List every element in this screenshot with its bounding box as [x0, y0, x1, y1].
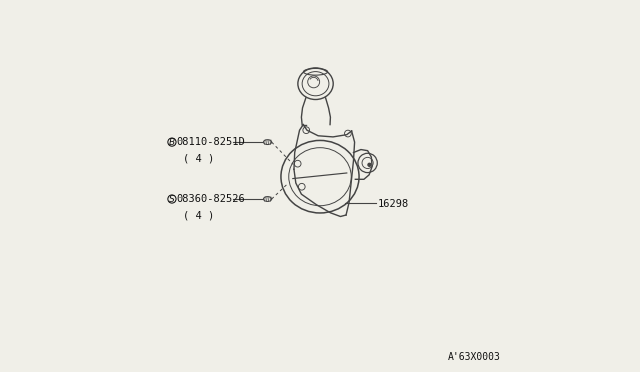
- Text: 08360-82526: 08360-82526: [177, 194, 246, 204]
- Text: ( 4 ): ( 4 ): [183, 154, 214, 164]
- Circle shape: [368, 163, 371, 166]
- Text: A'63X0003: A'63X0003: [447, 352, 500, 362]
- Text: 16298: 16298: [378, 199, 409, 209]
- Text: ( 4 ): ( 4 ): [183, 211, 214, 221]
- Text: S: S: [169, 195, 175, 203]
- Text: B: B: [169, 138, 175, 147]
- Text: 08110-8251D: 08110-8251D: [177, 137, 246, 147]
